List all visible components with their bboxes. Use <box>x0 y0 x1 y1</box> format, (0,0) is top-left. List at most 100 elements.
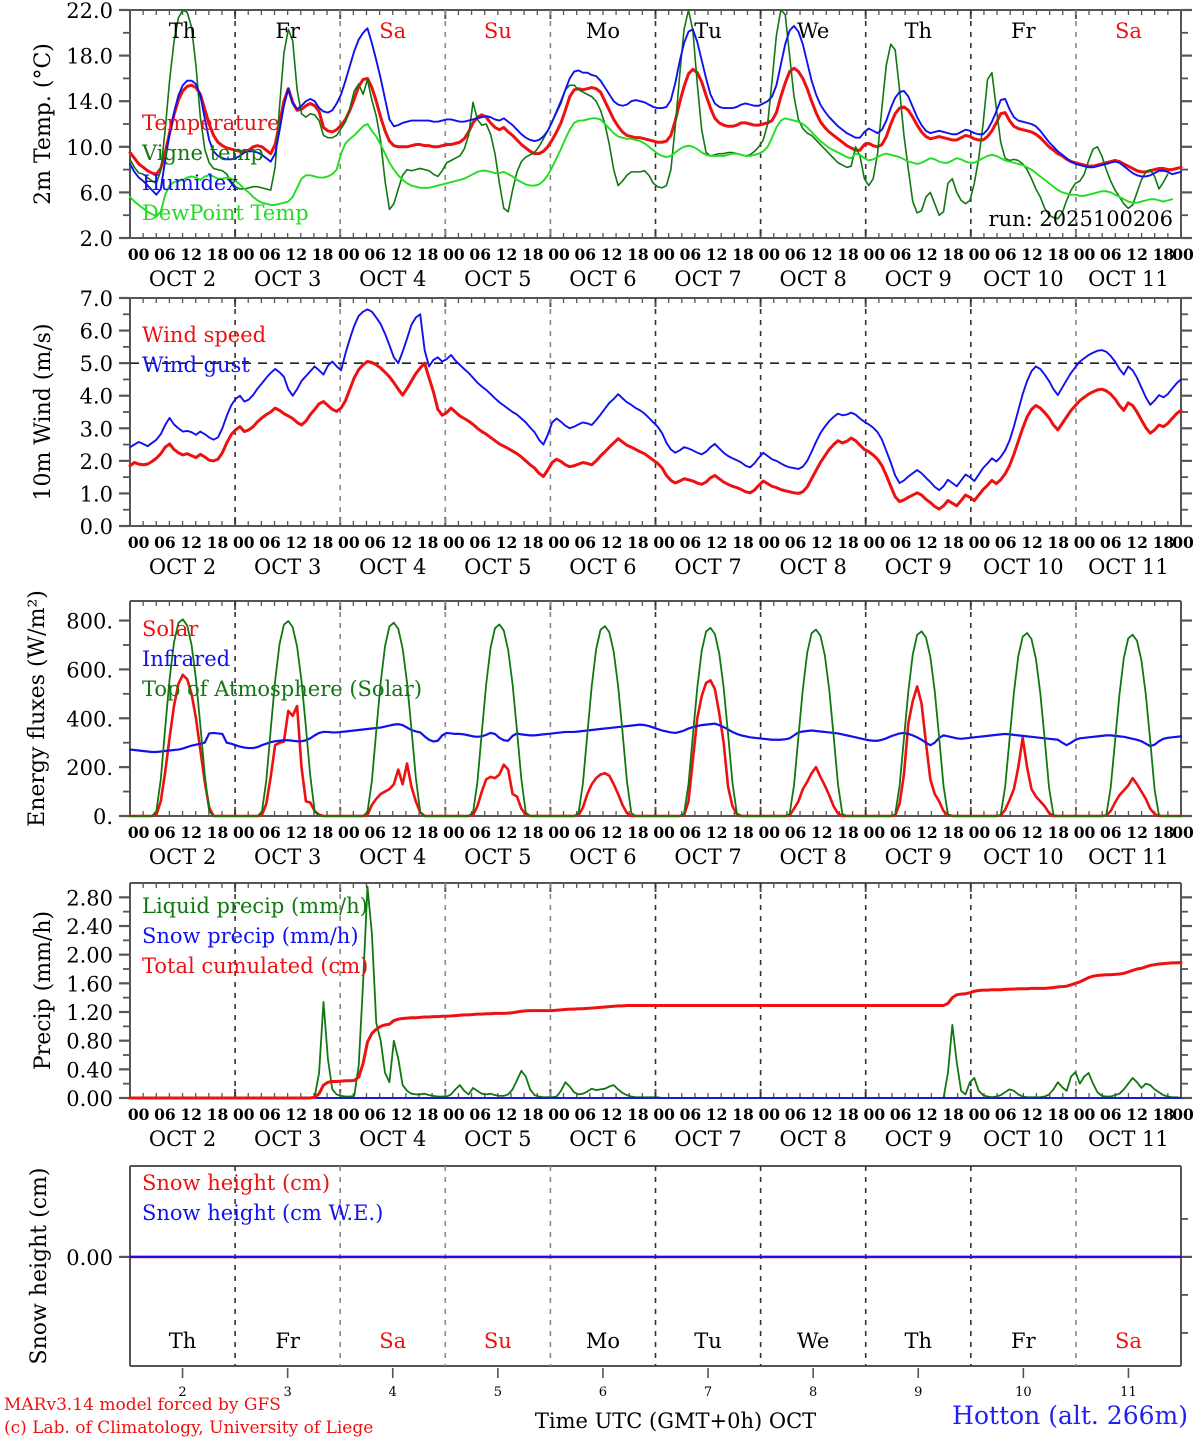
hour-label: 06 <box>364 823 386 842</box>
day-date-label: OCT 6 <box>569 267 636 291</box>
hour-label: 06 <box>680 245 702 264</box>
hour-label: 06 <box>995 1105 1017 1124</box>
day-name-label: Fr <box>275 1329 301 1353</box>
hour-label: 18 <box>1047 1105 1069 1124</box>
y-axis-tick-label: 0.40 <box>66 1058 113 1082</box>
hour-label: 18 <box>207 245 229 264</box>
hour-label: 00 <box>233 823 255 842</box>
day-date-label: OCT 9 <box>885 555 952 579</box>
hour-label: 12 <box>601 1105 623 1124</box>
day-name-label: Fr <box>1011 1329 1037 1353</box>
panel-snow_height: 0.00 Snow height (cm) Snow height (cm) Snow… <box>27 1165 1192 1433</box>
hour-label: 12 <box>391 1105 413 1124</box>
hour-label: 12 <box>391 823 413 842</box>
hour-label: 18 <box>522 823 544 842</box>
day-date-label: OCT 5 <box>464 1127 531 1151</box>
day-date-label: OCT 2 <box>149 267 216 291</box>
hour-label: 06 <box>259 823 281 842</box>
hour-label: 18 <box>417 823 439 842</box>
y-axis-tick-label: 200. <box>66 756 113 780</box>
hour-label: 00 <box>969 533 991 552</box>
legend-label-solar: Solar <box>142 617 199 641</box>
hour-label: 00 <box>864 533 886 552</box>
hour-label: 06 <box>364 1105 386 1124</box>
y-axis-tick-label: 2.40 <box>66 915 113 939</box>
legend-label-infrared: Infrared <box>142 647 230 671</box>
day-name-label: Tu <box>694 19 722 43</box>
y-axis-tick-label: 10.0 <box>66 136 113 160</box>
series-infrared <box>128 722 1183 754</box>
day-date-label: OCT 11 <box>1088 267 1169 291</box>
day-date-label: OCT 4 <box>359 267 426 291</box>
y-axis-tick-label: 7.0 <box>80 287 113 311</box>
hour-label: 06 <box>364 533 386 552</box>
hour-label: 18 <box>837 533 859 552</box>
hour-label: 12 <box>601 533 623 552</box>
hour-label: 12 <box>1021 245 1043 264</box>
hour-label: 18 <box>312 823 334 842</box>
hour-label: 18 <box>942 1105 964 1124</box>
hour-label: 00 <box>1074 245 1096 264</box>
hour-label: 18 <box>942 245 964 264</box>
y-axis-tick-label: 5.0 <box>80 352 113 376</box>
day-name-label: Su <box>484 19 512 43</box>
hour-label: 00 <box>548 533 570 552</box>
day-name-label: Tu <box>694 1329 722 1353</box>
hour-label: 06 <box>469 1105 491 1124</box>
day-number-label: 7 <box>704 1385 712 1400</box>
hour-label: 00 <box>338 533 360 552</box>
hour-label: 18 <box>732 1105 754 1124</box>
hour-label: 06 <box>680 533 702 552</box>
hour-label: 12 <box>1126 1105 1148 1124</box>
day-date-label: OCT 8 <box>779 1127 846 1151</box>
series-vigne-temp <box>129 9 1169 220</box>
day-date-label: OCT 8 <box>779 555 846 579</box>
y-axis-tick-label: 2.0 <box>80 227 113 251</box>
hour-label: 12 <box>180 1105 202 1124</box>
y-axis-tick-label: 3.0 <box>80 417 113 441</box>
time-axis-title: Time UTC (GMT+0h) OCT <box>535 1409 816 1433</box>
hour-label: 18 <box>417 245 439 264</box>
hour-label: 00 <box>233 245 255 264</box>
hour-label: 00 <box>864 1105 886 1124</box>
hour-label: 18 <box>312 533 334 552</box>
hour-label: 00 <box>128 533 150 552</box>
hour-label: 12 <box>706 1105 728 1124</box>
hour-label: 12 <box>285 245 307 264</box>
hour-label: 00 <box>128 1105 150 1124</box>
y-axis-title: 2m Temp. (°C) <box>31 43 56 205</box>
run-label: run: 2025100206 <box>989 207 1173 231</box>
hour-label: 18 <box>942 823 964 842</box>
hour-label: 06 <box>995 245 1017 264</box>
hour-label: 06 <box>680 1105 702 1124</box>
y-axis-tick-label: 2.80 <box>66 886 113 910</box>
hour-label: 06 <box>259 533 281 552</box>
series-wind-gust <box>129 308 1182 492</box>
hour-label: 00 <box>969 245 991 264</box>
hour-label: 00 <box>864 823 886 842</box>
y-axis-tick-label: 1.60 <box>66 972 113 996</box>
day-name-label: Th <box>904 1329 932 1353</box>
footer: MARv3.14 model forced by GFS (c) Lab. of … <box>4 1395 1188 1438</box>
hour-label: 12 <box>496 823 518 842</box>
day-number-label: 3 <box>284 1385 292 1400</box>
hour-label: 06 <box>785 245 807 264</box>
hour-label: 00 <box>548 245 570 264</box>
hour-label: 06 <box>890 1105 912 1124</box>
day-date-label: OCT 2 <box>149 555 216 579</box>
hour-label: 00 <box>969 1105 991 1124</box>
legend-label-vigne-temp: Vigne temp <box>141 141 264 165</box>
hour-label: 06 <box>575 1105 597 1124</box>
hour-label: 06 <box>785 1105 807 1124</box>
series-temperature <box>128 66 1183 176</box>
hour-label: 00 <box>548 823 570 842</box>
day-number-label: 6 <box>599 1385 607 1400</box>
day-name-label: Fr <box>1011 19 1037 43</box>
y-axis-tick-label: 6.0 <box>80 181 113 205</box>
hour-label: 00 <box>1172 1105 1194 1124</box>
day-number-label: 2 <box>178 1385 186 1400</box>
day-date-label: OCT 9 <box>885 267 952 291</box>
legend-label-wind-gust: Wind gust <box>142 353 250 377</box>
hour-label: 00 <box>1074 1105 1096 1124</box>
panel-wind: 0.0 1.0 2.0 3.0 4.0 5.0 6.0 7.0 10m Wind (m/s) Wi… <box>31 287 1194 579</box>
